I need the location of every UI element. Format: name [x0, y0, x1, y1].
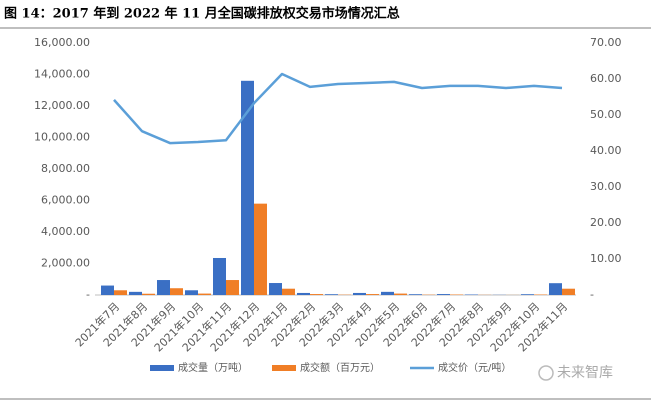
bar	[366, 294, 379, 295]
y2-tick-label: 10.00	[590, 252, 622, 265]
bar	[170, 288, 183, 295]
bar	[394, 293, 407, 295]
y-tick-label: 14,000.00	[34, 68, 90, 81]
bar	[269, 283, 282, 295]
y2-tick-label: 40.00	[590, 144, 622, 157]
y-tick-label: 12,000.00	[34, 99, 90, 112]
bar	[521, 294, 534, 295]
y-tick-label: 2,000.00	[41, 257, 90, 270]
y-tick-label: 8,000.00	[41, 162, 90, 175]
legend-swatch	[272, 365, 296, 371]
y-tick-label: -	[86, 288, 90, 301]
legend-label: 成交价（元/吨）	[438, 361, 511, 374]
bar	[282, 288, 295, 295]
y-tick-label: 10,000.00	[34, 131, 90, 144]
bar	[101, 285, 114, 295]
bar	[254, 203, 267, 295]
bar	[562, 288, 575, 295]
bar	[549, 283, 562, 295]
y-tick-label: 16,000.00	[34, 36, 90, 49]
bar	[409, 294, 422, 295]
y-tick-label: 4,000.00	[41, 225, 90, 238]
bar	[325, 294, 338, 295]
watermark-icon	[538, 365, 554, 381]
bar	[297, 292, 310, 295]
chart-title: 图 14：2017 年到 2022 年 11 月全国碳排放权交易市场情况汇总	[4, 6, 400, 22]
legend-label: 成交量（万吨）	[178, 361, 248, 374]
y2-tick-label: -	[590, 288, 594, 301]
legend-label: 成交额（百万元）	[300, 361, 380, 374]
bar	[226, 280, 239, 295]
bar	[353, 292, 366, 295]
bar	[198, 293, 211, 295]
y2-tick-label: 20.00	[590, 216, 622, 229]
y2-tick-label: 50.00	[590, 108, 622, 121]
line	[113, 72, 563, 145]
y2-tick-label: 60.00	[590, 72, 622, 85]
legend-swatch	[150, 365, 174, 371]
bar	[310, 294, 323, 295]
bar	[381, 291, 394, 295]
bar	[241, 80, 254, 295]
bar	[185, 290, 198, 295]
bar	[114, 290, 127, 295]
bar	[129, 291, 142, 295]
y2-tick-label: 70.00	[590, 36, 622, 49]
bar	[142, 293, 155, 295]
watermark: 未来智库	[557, 365, 613, 381]
y2-tick-label: 30.00	[590, 180, 622, 193]
bar	[157, 280, 170, 295]
y-tick-label: 6,000.00	[41, 194, 90, 207]
bar	[437, 294, 450, 295]
bar	[213, 257, 226, 295]
